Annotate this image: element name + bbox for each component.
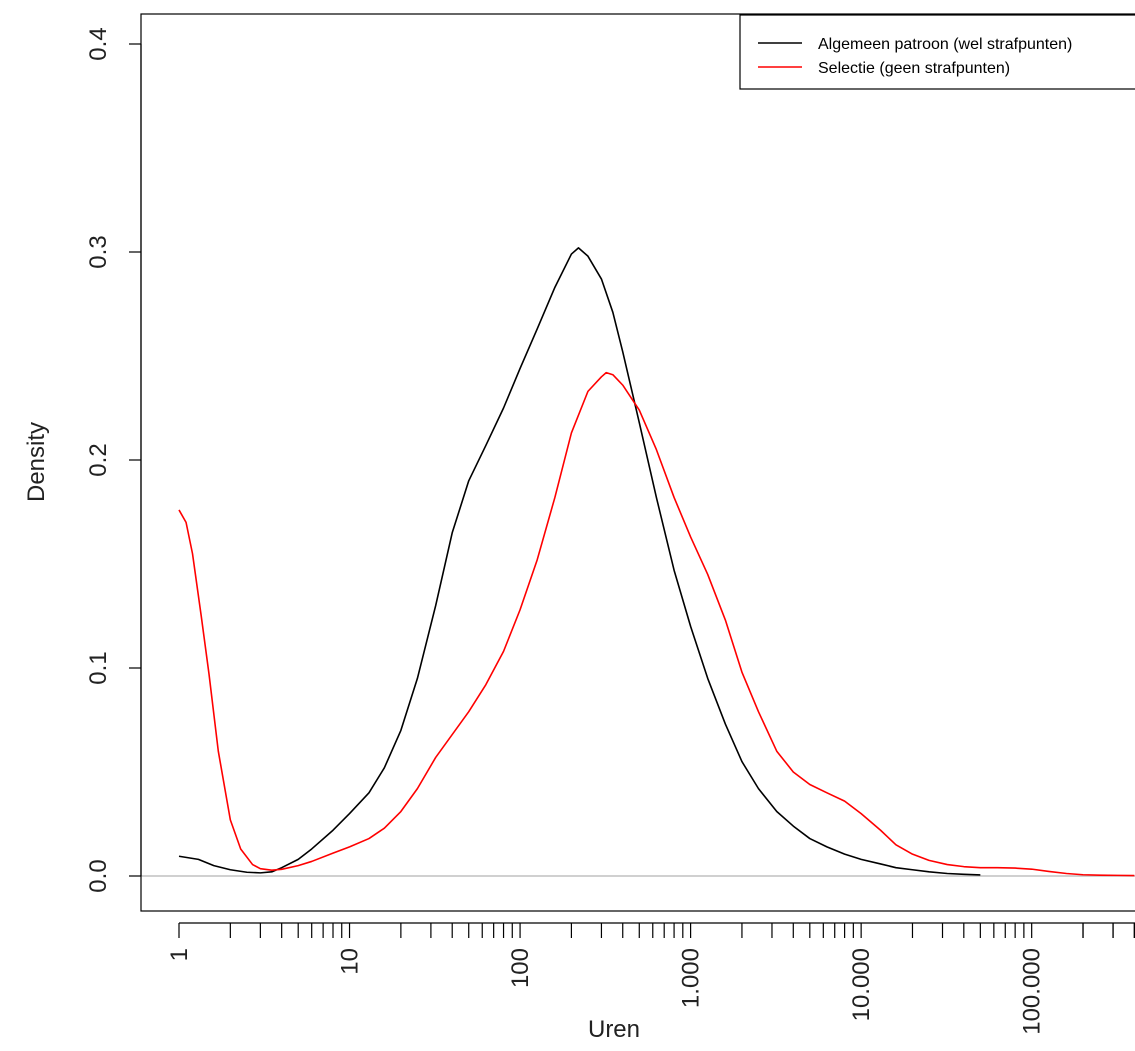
x-tick-label: 10 xyxy=(337,948,364,975)
x-tick-label: 1 xyxy=(166,948,193,961)
y-tick-label: 0.2 xyxy=(85,443,112,476)
legend-box xyxy=(739,14,1135,90)
y-tick-label: 0.0 xyxy=(85,859,112,892)
plot-layer: 1 10 100 1.000 10.000 100.000 0.0 0.1 0.2 0.3 0.4 xyxy=(85,27,1135,1035)
x-axis-title: Uren xyxy=(588,1016,640,1043)
series-line-algemeen xyxy=(178,247,981,876)
x-tick-label: 100 xyxy=(507,948,534,988)
x-tick-label: 1.000 xyxy=(678,948,705,1008)
legend: Algemeen patroon (wel strafpunten) Selec… xyxy=(739,14,1135,90)
x-tick-label: 100.000 xyxy=(1019,948,1046,1035)
y-tick-label: 0.3 xyxy=(85,235,112,268)
legend-label-selectie: Selectie (geen strafpunten) xyxy=(818,60,1010,77)
plot-frame xyxy=(140,13,1135,912)
y-axis-title: Density xyxy=(23,422,50,502)
series-line-selectie xyxy=(178,371,1135,877)
y-tick-label: 0.1 xyxy=(85,651,112,684)
y-tick-label: 0.4 xyxy=(85,27,112,60)
legend-label-algemeen: Algemeen patroon (wel strafpunten) xyxy=(818,36,1072,53)
x-tick-label: 10.000 xyxy=(848,948,875,1021)
